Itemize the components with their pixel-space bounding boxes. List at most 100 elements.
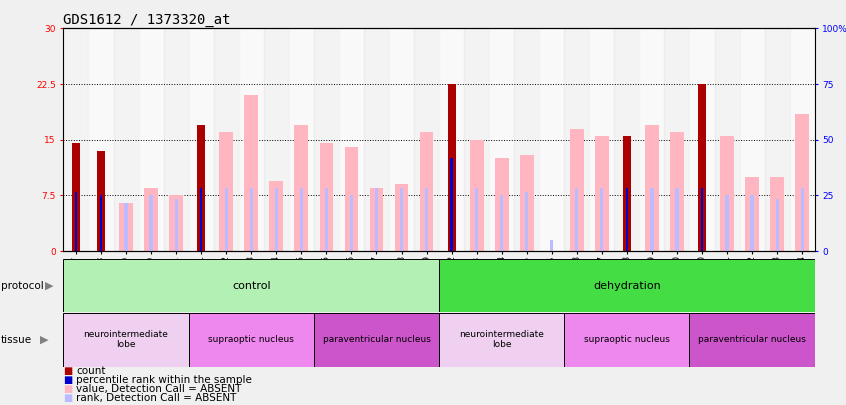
Bar: [163, 28, 189, 251]
Bar: [244, 95, 258, 251]
Text: ■: ■: [63, 393, 73, 403]
Text: GDS1612 / 1373320_at: GDS1612 / 1373320_at: [63, 13, 231, 27]
Bar: [745, 177, 759, 251]
Bar: [189, 313, 314, 367]
Bar: [224, 188, 228, 251]
Bar: [63, 259, 439, 312]
Bar: [299, 188, 303, 251]
Text: control: control: [232, 281, 271, 290]
Bar: [776, 199, 779, 251]
Bar: [564, 28, 590, 251]
Bar: [623, 136, 631, 251]
Bar: [344, 147, 359, 251]
Bar: [439, 28, 464, 251]
Bar: [439, 259, 815, 312]
Text: protocol: protocol: [1, 281, 44, 290]
Bar: [174, 199, 178, 251]
Text: neurointermediate
lobe: neurointermediate lobe: [459, 330, 544, 349]
Bar: [400, 188, 404, 251]
Bar: [750, 196, 754, 251]
Text: paraventricular nucleus: paraventricular nucleus: [698, 335, 806, 344]
Bar: [514, 28, 539, 251]
Bar: [489, 28, 514, 251]
Bar: [470, 140, 484, 251]
Bar: [689, 313, 815, 367]
Bar: [475, 188, 478, 251]
Text: supraoptic nucleus: supraoptic nucleus: [584, 335, 670, 344]
Text: rank, Detection Call = ABSENT: rank, Detection Call = ABSENT: [76, 393, 237, 403]
Bar: [640, 28, 664, 251]
Text: count: count: [76, 366, 106, 376]
Bar: [450, 158, 453, 251]
Bar: [394, 184, 409, 251]
Bar: [590, 28, 614, 251]
Bar: [664, 28, 689, 251]
Bar: [439, 313, 564, 367]
Bar: [214, 28, 239, 251]
Text: value, Detection Call = ABSENT: value, Detection Call = ABSENT: [76, 384, 241, 394]
Bar: [100, 196, 102, 251]
Bar: [570, 129, 584, 251]
Bar: [675, 188, 678, 251]
Bar: [314, 313, 439, 367]
Text: tissue: tissue: [1, 335, 32, 345]
Bar: [364, 28, 389, 251]
Bar: [63, 28, 89, 251]
Bar: [765, 28, 789, 251]
Bar: [595, 136, 609, 251]
Bar: [325, 188, 328, 251]
Bar: [614, 28, 640, 251]
Bar: [800, 188, 804, 251]
Bar: [124, 203, 128, 251]
Text: paraventricular nucleus: paraventricular nucleus: [322, 335, 431, 344]
Bar: [420, 132, 433, 251]
Bar: [339, 28, 364, 251]
Bar: [150, 196, 153, 251]
Text: percentile rank within the sample: percentile rank within the sample: [76, 375, 252, 385]
Bar: [789, 28, 815, 251]
Bar: [739, 28, 765, 251]
Bar: [448, 84, 456, 251]
Bar: [375, 188, 378, 251]
Bar: [645, 125, 659, 251]
Bar: [169, 196, 183, 251]
Bar: [275, 188, 278, 251]
Bar: [144, 188, 158, 251]
Bar: [564, 313, 689, 367]
Bar: [550, 240, 553, 251]
Bar: [139, 28, 163, 251]
Text: ■: ■: [63, 366, 73, 376]
Bar: [519, 155, 534, 251]
Text: ▶: ▶: [40, 335, 48, 345]
Bar: [500, 196, 503, 251]
Bar: [74, 192, 77, 251]
Bar: [575, 188, 579, 251]
Bar: [219, 132, 233, 251]
Bar: [269, 181, 283, 251]
Bar: [320, 143, 333, 251]
Bar: [689, 28, 715, 251]
Bar: [197, 125, 206, 251]
Bar: [626, 188, 628, 251]
Text: neurointermediate
lobe: neurointermediate lobe: [84, 330, 168, 349]
Bar: [250, 188, 253, 251]
Bar: [294, 125, 308, 251]
Bar: [349, 196, 353, 251]
Text: ■: ■: [63, 375, 73, 385]
Bar: [72, 143, 80, 251]
Bar: [651, 188, 654, 251]
Bar: [264, 28, 288, 251]
Bar: [314, 28, 339, 251]
Bar: [700, 188, 703, 251]
Bar: [464, 28, 489, 251]
Bar: [525, 192, 529, 251]
Bar: [698, 84, 706, 251]
Bar: [720, 136, 734, 251]
Bar: [288, 28, 314, 251]
Text: ■: ■: [63, 384, 73, 394]
Bar: [89, 28, 113, 251]
Bar: [113, 28, 139, 251]
Bar: [414, 28, 439, 251]
Bar: [63, 313, 189, 367]
Bar: [495, 158, 508, 251]
